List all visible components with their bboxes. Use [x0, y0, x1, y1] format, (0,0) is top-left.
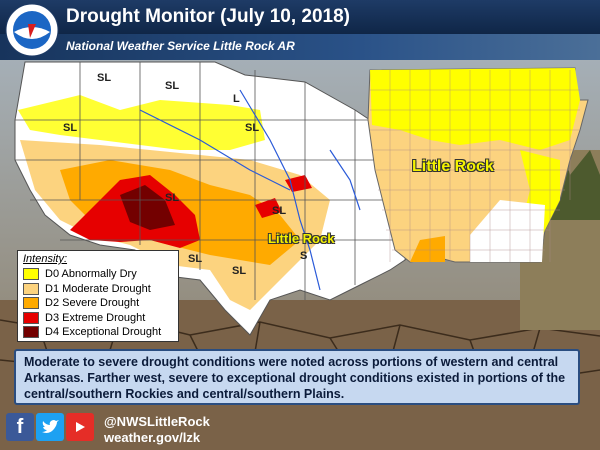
little-rock-label-us: Little Rock [268, 231, 335, 246]
legend-item: D3 Extreme Drought [23, 311, 178, 326]
subheader-bar [0, 34, 600, 60]
legend-swatch-d2 [23, 297, 39, 310]
impact-label: S [300, 250, 308, 262]
legend-swatch-d1 [23, 282, 39, 295]
legend-swatch-d3 [23, 311, 39, 324]
facebook-icon[interactable]: f [6, 413, 34, 441]
impact-label: SL [165, 192, 180, 204]
impact-label: L [233, 93, 240, 105]
twitter-icon[interactable] [36, 413, 64, 441]
impact-label: SL [165, 80, 180, 92]
legend-swatch-d0 [23, 268, 39, 281]
legend-item: D2 Severe Drought [23, 296, 178, 311]
legend-label: D0 Abnormally Dry [45, 268, 137, 281]
impact-label: SL [63, 122, 78, 134]
page-subtitle: National Weather Service Little Rock AR [66, 39, 295, 53]
summary-text: Moderate to severe drought conditions we… [14, 349, 580, 405]
legend-swatch-d4 [23, 326, 39, 339]
drought-map [14, 61, 589, 336]
impact-label: SL [245, 122, 260, 134]
website-link[interactable]: weather.gov/lzk [104, 430, 201, 445]
youtube-icon[interactable] [66, 413, 94, 441]
little-rock-label-ar: Little Rock [412, 158, 494, 175]
impact-label: SL [188, 253, 203, 265]
impact-label: SL [272, 205, 287, 217]
legend-title: Intensity: [23, 253, 68, 265]
page-title: Drought Monitor (July 10, 2018) [66, 6, 350, 27]
legend-label: D2 Severe Drought [45, 297, 140, 310]
social-icons: f [6, 413, 94, 441]
legend-item: D0 Abnormally Dry [23, 267, 178, 282]
impact-label: SL [232, 265, 247, 277]
twitter-handle[interactable]: @NWSLittleRock [104, 414, 210, 429]
legend-label: D1 Moderate Drought [45, 282, 151, 295]
header-bar [0, 0, 600, 34]
nws-logo-icon [5, 3, 59, 57]
legend: Intensity: D0 Abnormally Dry D1 Moderate… [17, 250, 179, 342]
legend-label: D4 Exceptional Drought [45, 326, 162, 339]
legend-item: D1 Moderate Drought [23, 282, 178, 297]
legend-label: D3 Extreme Drought [45, 311, 146, 324]
impact-label: SL [97, 72, 112, 84]
legend-item: D4 Exceptional Drought [23, 325, 178, 340]
